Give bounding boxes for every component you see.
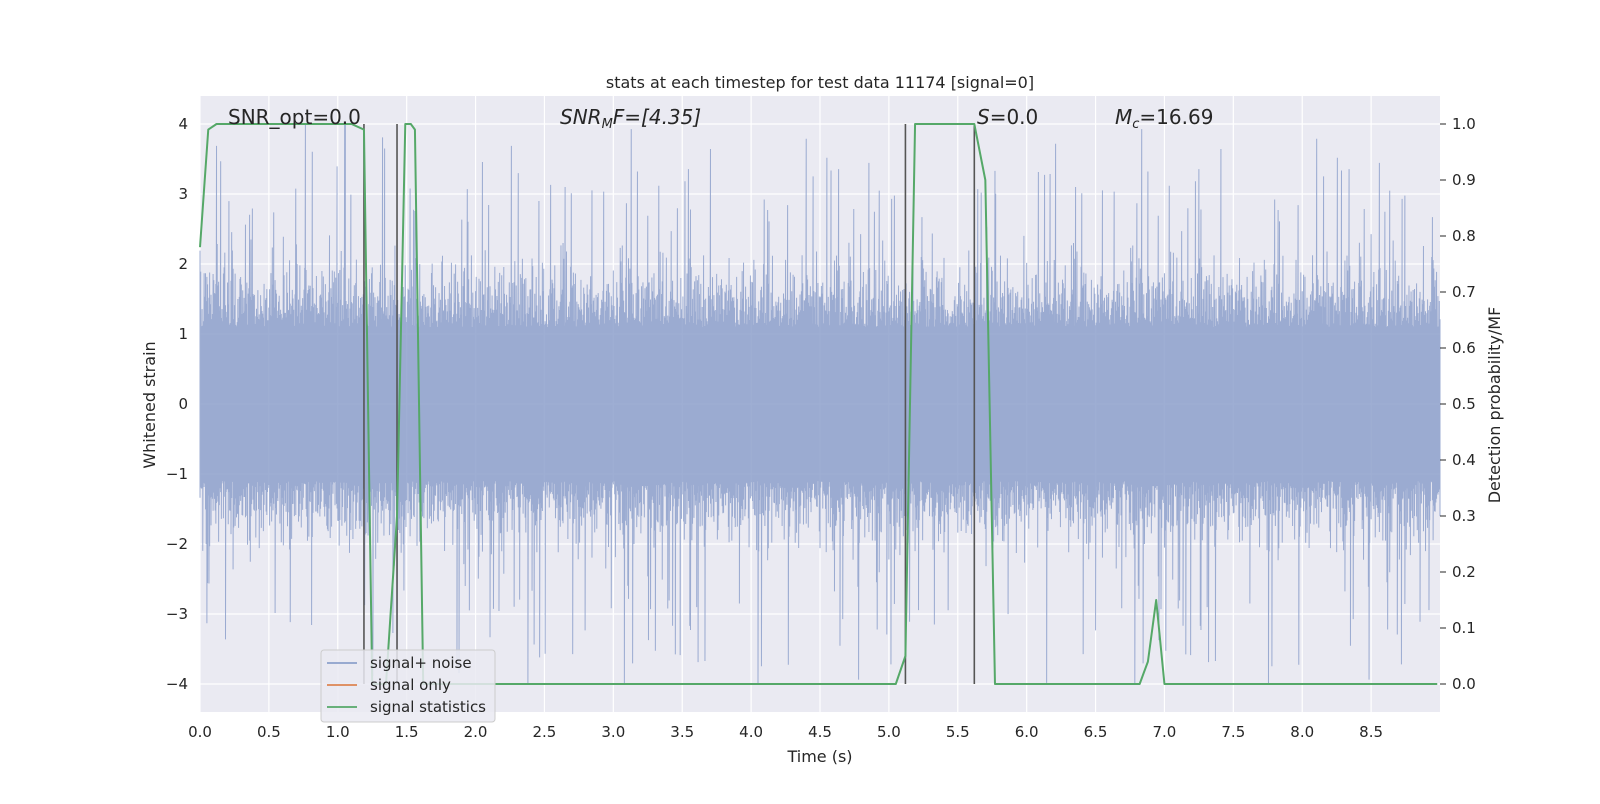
x-tick-label: 5.0	[877, 723, 901, 741]
y-tick-label: 4	[178, 115, 188, 133]
legend-frame	[320, 649, 496, 723]
annotation-snr-mf: SNRMF=[4.35]	[560, 105, 701, 132]
x-tick-label: 2.0	[464, 723, 488, 741]
annotation-s: S=0.0	[977, 105, 1038, 129]
y2-tick-label: 0.1	[1452, 619, 1476, 637]
signal-statistics-line	[199, 123, 1438, 685]
annotation-mc-tail: =16.69	[1139, 105, 1213, 129]
y2-tick-label: 0.0	[1452, 675, 1476, 693]
x-tick-label: 6.5	[1084, 723, 1108, 741]
annotation-s-tail: =0.0	[990, 105, 1039, 129]
series-signal-plus-noise	[199, 123, 1441, 685]
annotation-mc-main: M	[1115, 105, 1132, 129]
x-tick-label: 1.5	[395, 723, 419, 741]
annotation-mc-sub: c	[1132, 117, 1139, 132]
annotation-snr-opt: SNR_opt=0.0	[228, 105, 361, 129]
series-signal-statistics	[199, 123, 1438, 685]
x-tick-label: 4.5	[808, 723, 832, 741]
x-axis-ticks: 0.0 0.5 1.0 1.5 2.0 2.5 3.0 3.5 4.0 4.5 5.0 5.5 6.0 6…	[188, 723, 1383, 741]
legend-label-signal-plus-noise: signal+ noise	[370, 654, 472, 672]
x-tick-label: 0.0	[188, 723, 212, 741]
y2-tick-label: 0.2	[1452, 563, 1476, 581]
y2-tick-label: 0.5	[1452, 395, 1476, 413]
chart-title: stats at each timestep for test data 111…	[606, 73, 1034, 92]
x-tick-label: 7.5	[1221, 723, 1245, 741]
x-tick-label: 0.5	[257, 723, 281, 741]
x-tick-label: 4.0	[739, 723, 763, 741]
y2-tick-label: 0.7	[1452, 283, 1476, 301]
legend-label-signal-statistics: signal statistics	[370, 698, 486, 716]
x-tick-label: 3.5	[670, 723, 694, 741]
annotation-s-main: S	[977, 105, 990, 129]
legend: signal+ noise signal only signal statist…	[320, 649, 496, 723]
y-tick-label: −4	[166, 675, 188, 693]
y2-tick-label: 0.9	[1452, 171, 1476, 189]
y2-tick-label: 0.3	[1452, 507, 1476, 525]
annotation-snr-mf-tail: F=[4.35]	[613, 105, 701, 129]
y2-axis-label: Detection probability/MF	[1485, 307, 1504, 504]
x-tick-label: 8.0	[1290, 723, 1314, 741]
y-tick-label: 0	[178, 395, 188, 413]
x-tick-label: 6.0	[1015, 723, 1039, 741]
y2-tick-label: 1.0	[1452, 115, 1476, 133]
legend-label-signal-only: signal only	[370, 676, 451, 694]
x-tick-label: 2.5	[533, 723, 557, 741]
y-axis-label: Whitened strain	[140, 341, 159, 468]
y-axis-ticks: −4 −3 −2 −1 0 1 2 3 4	[166, 115, 188, 693]
annotation-mc: Mc=16.69	[1115, 105, 1213, 132]
vertical-markers	[363, 124, 976, 684]
y-tick-label: −2	[166, 535, 188, 553]
x-axis-label: Time (s)	[786, 747, 852, 766]
y2-tick-label: 0.6	[1452, 339, 1476, 357]
annotation-snr-mf-main: SNR	[560, 105, 602, 129]
y-tick-label: 1	[178, 325, 188, 343]
x-tick-label: 3.0	[601, 723, 625, 741]
signal-plus-noise-trace	[199, 123, 1441, 685]
x-tick-label: 7.0	[1153, 723, 1177, 741]
y-tick-label: −1	[166, 465, 188, 483]
x-tick-label: 5.5	[946, 723, 970, 741]
y2-axis-ticks: 0.0 0.1 0.2 0.3 0.4 0.5 0.6 0.7 0.8 0.9 1.0	[1440, 115, 1476, 693]
y-tick-label: 2	[178, 255, 188, 273]
x-tick-label: 1.0	[326, 723, 350, 741]
y-tick-label: −3	[166, 605, 188, 623]
annotation-snr-mf-sub: M	[602, 117, 613, 132]
y2-tick-label: 0.4	[1452, 451, 1476, 469]
y-tick-label: 3	[178, 185, 188, 203]
y2-tick-label: 0.8	[1452, 227, 1476, 245]
x-tick-label: 8.5	[1359, 723, 1383, 741]
